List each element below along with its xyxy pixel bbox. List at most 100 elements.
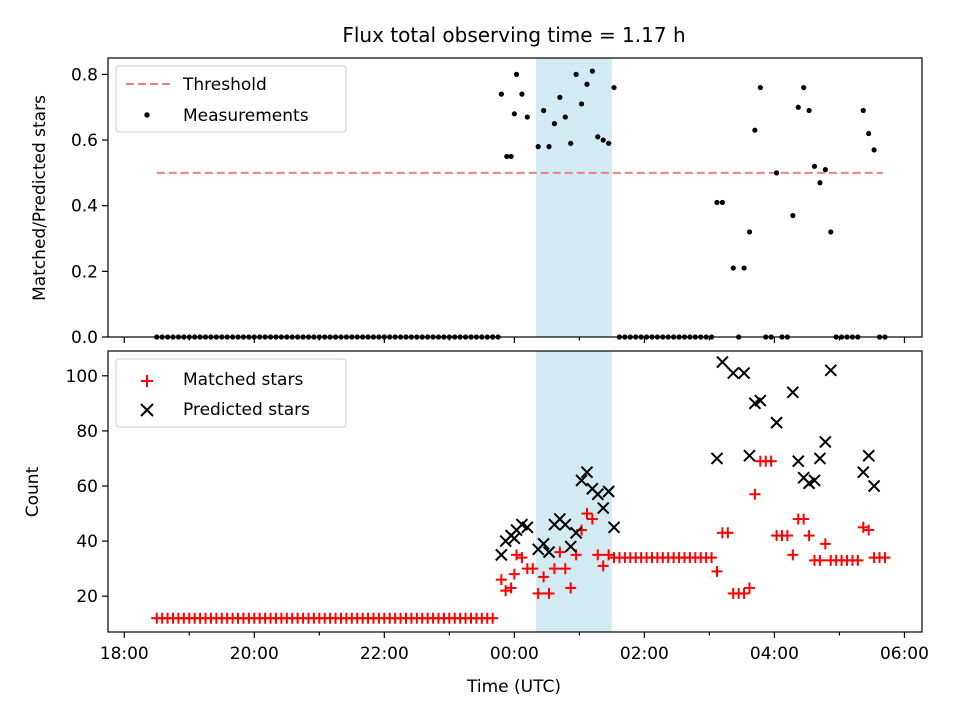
matched-star-marker [500,585,512,597]
matched-star-marker [711,565,723,577]
predicted-star-marker [786,386,800,399]
predicted-star-marker [743,449,756,462]
measurement-point [714,199,720,206]
top-axes-frame [107,57,923,338]
measurement-point [752,127,758,133]
top-panel: 0.00.20.40.60.8 Matched/Predicted stars … [30,57,923,348]
matched-star-marker [787,549,799,561]
predicted-star-marker [508,532,521,545]
top-y-tick-label: 0.0 [71,328,98,348]
predicted-star-marker [596,501,610,515]
predicted-star-marker [710,452,724,465]
measurement-point [860,107,866,114]
measurement-point [573,71,579,78]
x-tick-label: 22:00 [360,644,409,664]
legend-predicted-swatch [140,403,154,417]
predicted-star-marker [580,466,594,479]
matched-star-marker [706,552,718,564]
matched-star-marker [565,582,577,594]
top-highlight-span [536,58,612,337]
measurement-point [562,114,568,120]
legend-matched-swatch [141,375,153,387]
top-legend: Threshold Measurements [115,65,347,133]
predicted-star-marker [813,452,827,465]
measurement-point [513,71,520,78]
measurement-point [600,137,606,143]
measurement-point [498,91,504,97]
predicted-star-marker [602,485,615,498]
matched-star-marker [487,612,499,624]
predicted-star-marker [564,540,577,553]
measurement-point [595,134,601,140]
predicted-star-marker [792,454,805,468]
measurement-point [504,153,510,160]
predicted-star-marker [591,488,604,501]
measurement-point [871,147,877,153]
figure-title: Flux total observing time = 1.17 h [342,23,685,47]
predicted-star-marker [727,366,740,380]
legend-measurement-label: Measurements [183,106,309,126]
matched-star-marker [559,563,571,575]
x-tick-label: 20:00 [230,644,279,664]
top-y-tick-label: 0.2 [71,262,98,282]
matched-star-marker [608,552,620,564]
legend-measurement-swatch [144,112,150,118]
top-legend-box [115,65,347,133]
bottom-y-tick-label: 60 [76,477,98,497]
matched-star-marker [495,574,507,586]
measurement-point [557,94,563,100]
bottom-axes-frame [107,350,923,633]
measurement-point [589,68,595,74]
x-axis-label: Time (UTC) [466,677,561,697]
matched-star-marker [749,488,761,500]
measurement-point [719,199,726,206]
measurement-point [541,107,547,114]
matched-star-marker [505,582,517,594]
predicted-star-marker [824,364,837,377]
bottom-x-ticks: 18:00 20:00 22:00 00:00 02:00 04:00 06:00 [100,632,929,664]
top-y-tick-label: 0.8 [71,65,98,85]
legend-predicted-label: Predicted stars [183,400,310,420]
measurement-point [511,111,517,117]
bottom-y-tick-label: 40 [76,532,98,552]
measurement-point [584,81,590,87]
matched-star-marker [863,524,875,536]
bottom-y-tick-label: 80 [76,422,98,442]
measurement-point [822,167,828,173]
measurement-point [508,153,514,160]
top-y-tick-label: 0.6 [71,131,98,151]
measurement-point [795,104,801,110]
measurement-point [535,144,541,150]
matched-star-marker [538,571,550,583]
matched-star-marker [581,508,593,520]
bottom-legend: Matched stars Predicted stars [115,358,347,428]
x-tick-label: 06:00 [880,644,929,664]
measurement-point [866,130,872,137]
matched-star-marker [743,582,755,594]
measurement-point [746,229,753,235]
predicted-star-marker [857,466,870,479]
matched-star-marker [852,554,864,566]
predicted-star-marker [819,435,832,449]
measurement-point [519,91,525,97]
matched-star-marker [527,563,539,575]
top-y-axis-label: Matched/Predicted stars [30,95,50,301]
predicted-star-marker [607,521,621,534]
matched-star-marker [765,455,777,467]
matched-star-marker [722,527,734,539]
measurement-point [606,140,612,146]
predicted-star-marker [542,545,556,559]
predicted-star-marker [559,518,572,531]
predicted-star-marker [537,537,550,551]
measurement-point [801,84,807,91]
predicted-star-marker [737,366,751,380]
measurement-point [551,121,558,127]
matched-star-marker [738,587,750,599]
matched-star-marker [819,538,831,550]
predicted-star-marker [569,526,583,540]
matched-star-marker [516,552,528,564]
predicted-star-marker [808,474,821,487]
predicted-star-marker [521,521,534,534]
matched-star-marker [597,560,609,572]
